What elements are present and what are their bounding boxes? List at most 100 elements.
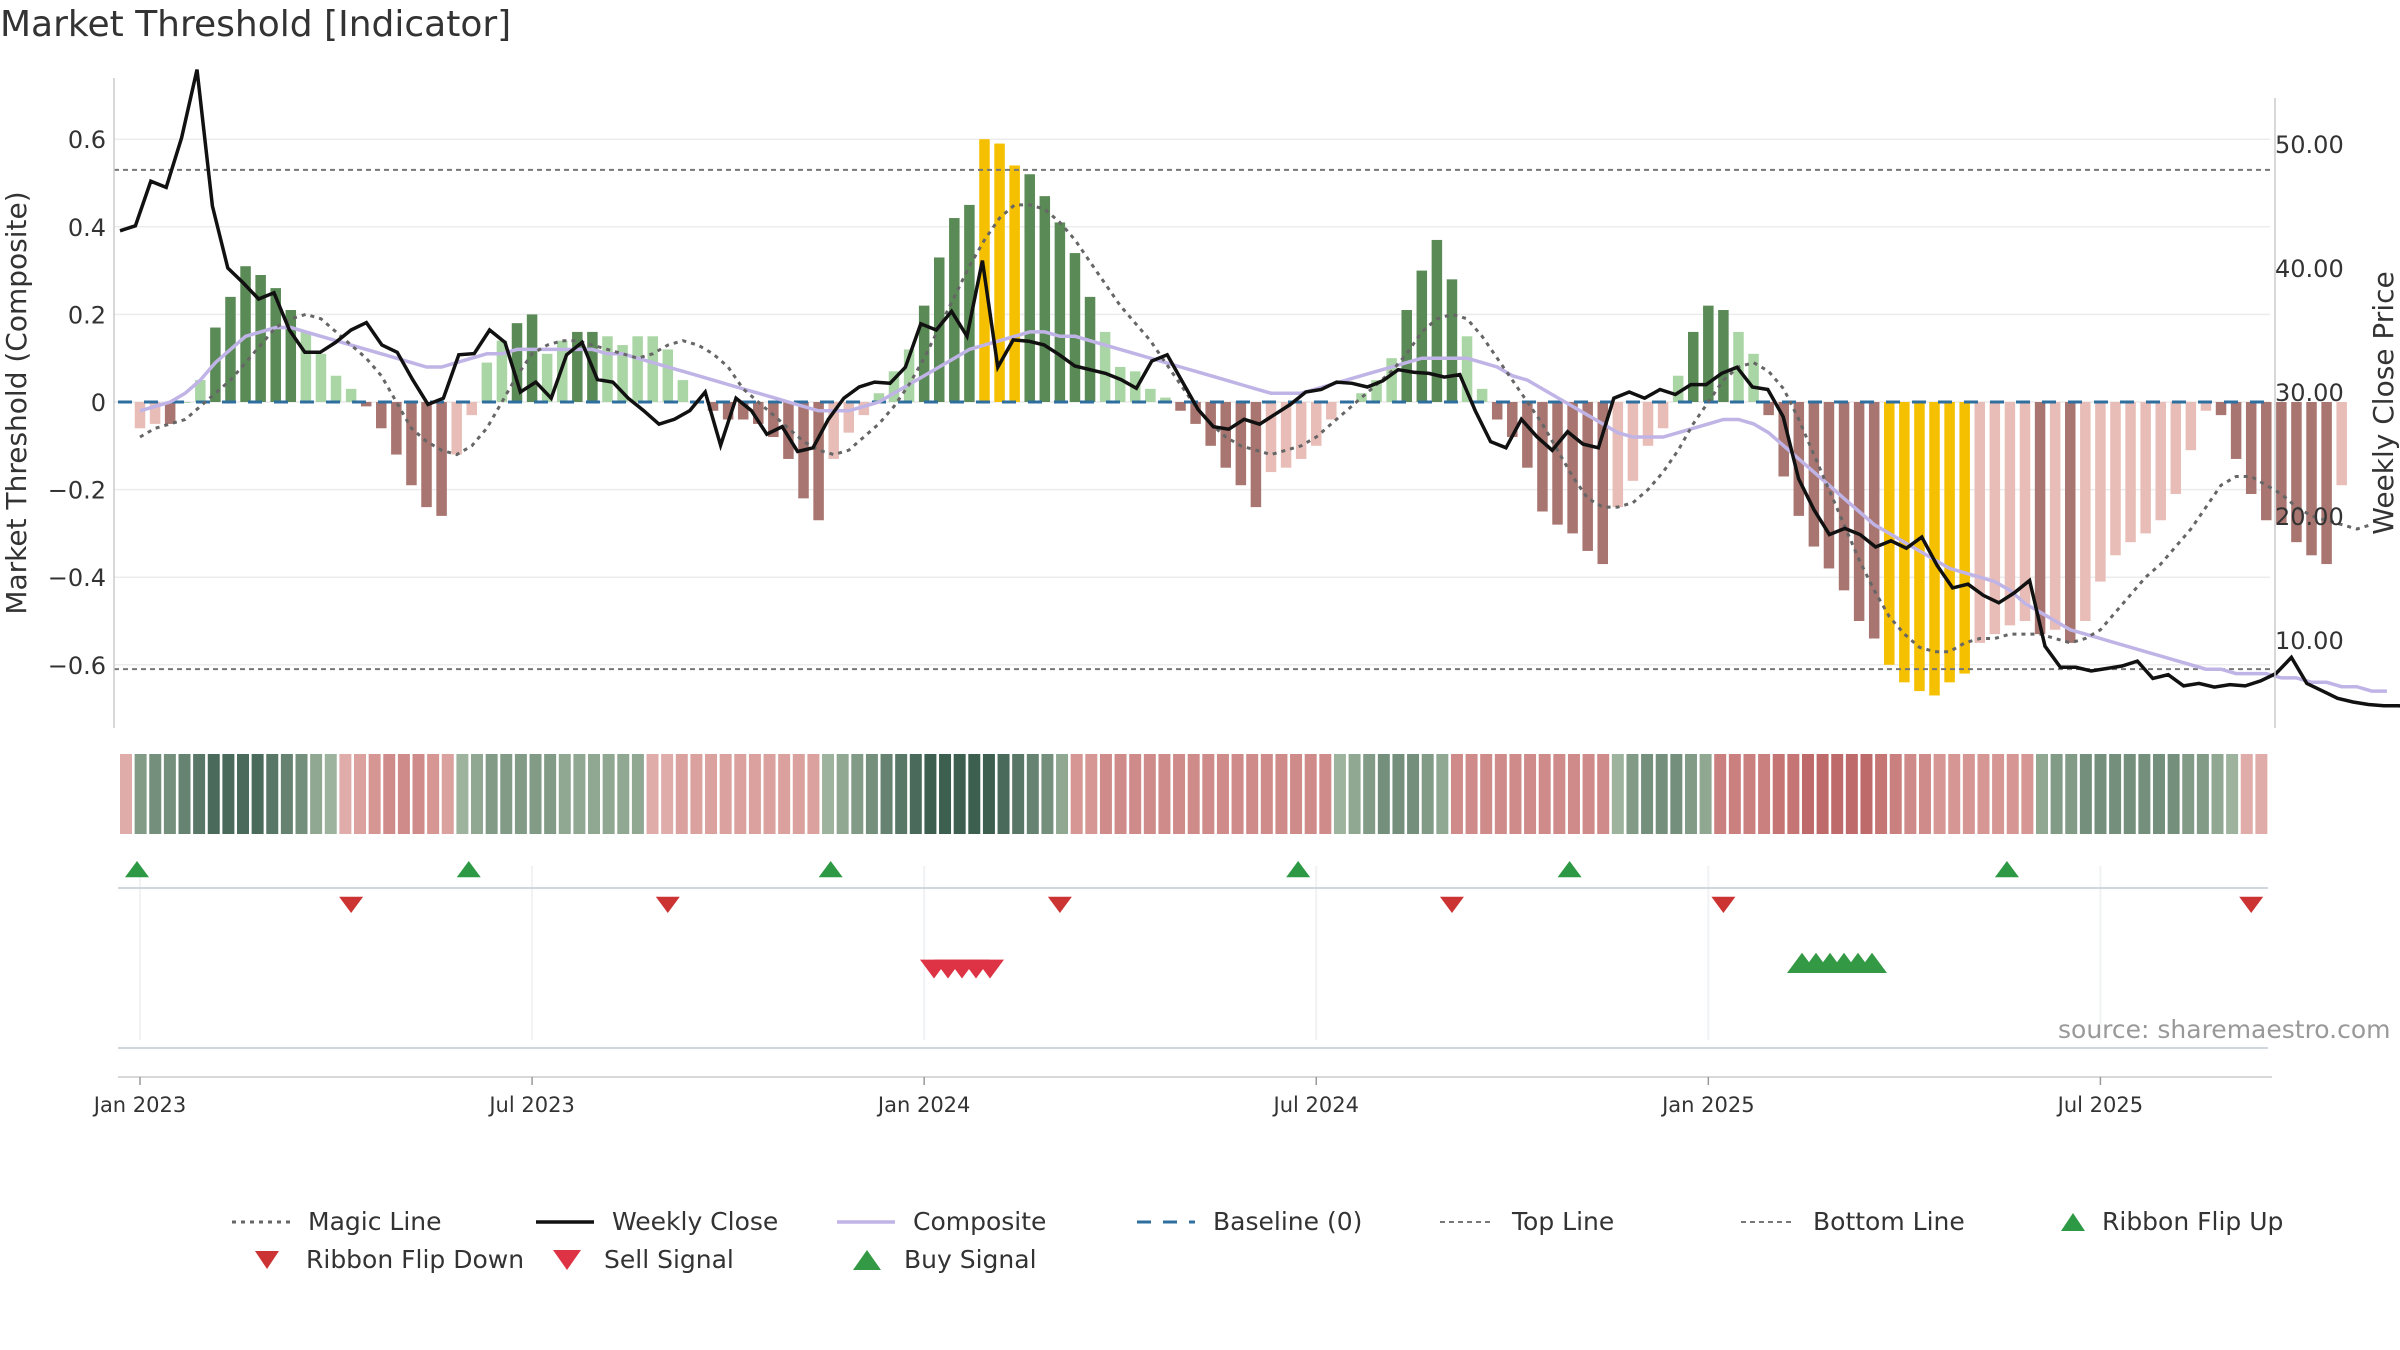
ribbon-cell [1158, 754, 1171, 834]
ribbon-cell [778, 754, 791, 834]
ribbon-cell [1977, 754, 1990, 834]
composite-bar [1235, 402, 1247, 486]
composite-bar [149, 402, 161, 424]
ribbon-cell [2065, 754, 2078, 834]
ribbon-cell [631, 754, 644, 834]
signal-markers [118, 861, 2268, 1049]
composite-bar [602, 336, 613, 402]
ribbon-cell [690, 754, 703, 834]
composite-bar [360, 402, 372, 407]
composite-bar [949, 218, 960, 402]
ribbon-cell [2021, 754, 2034, 834]
ribbon-cell [1290, 754, 1303, 834]
composite-bar [1190, 402, 1201, 424]
ribbon-cell [193, 754, 206, 834]
composite-bar [481, 362, 493, 402]
ribbon-cell [1787, 754, 1800, 834]
legend: Magic Line Weekly Close Composite Baseli… [0, 1195, 2400, 1275]
ribbon-cell [1524, 754, 1537, 834]
ribbon-cell [1772, 754, 1785, 834]
ribbon-cell [324, 754, 337, 834]
ribbon-cell [2196, 754, 2209, 834]
composite-bar [2306, 402, 2317, 556]
source-note: source: sharemaestro.com [2058, 1015, 2391, 1044]
composite-bar [2291, 402, 2302, 543]
composite-bar [179, 402, 191, 403]
left-tick-label: 0.2 [68, 301, 106, 329]
ribbon-cell [237, 754, 249, 834]
x-tick-label: Jan 2025 [1660, 1093, 1755, 1117]
ribbon-cell [251, 754, 264, 834]
legend-label: Weekly Close [612, 1207, 779, 1236]
ribbon-cell [1538, 754, 1551, 834]
ribbon-flip-up-marker [1994, 861, 2019, 878]
ribbon-flip-up-marker [1286, 861, 1311, 878]
composite-bar [1914, 402, 1925, 692]
legend-label: Top Line [1512, 1207, 1615, 1236]
composite-bar [1989, 402, 2001, 635]
composite-bar [1265, 402, 1277, 473]
ribbon-cell [1026, 754, 1039, 834]
composite-bar [2155, 402, 2166, 521]
composite-bar [1431, 239, 1443, 402]
composite-bar [2200, 402, 2212, 411]
ribbon-cell [222, 754, 235, 834]
ribbon-cell [163, 754, 176, 834]
ribbon-cell [982, 754, 995, 834]
composite-bar [1552, 402, 1563, 525]
ribbon-cell [822, 754, 835, 834]
ribbon-cell [661, 754, 674, 834]
composite-bar [1446, 279, 1458, 402]
composite-bar [1356, 393, 1367, 402]
composite-bar [1220, 402, 1232, 468]
ribbon-cell [924, 754, 937, 834]
weekly-close-swatch [536, 1219, 594, 1224]
right-tick-label: 10.00 [2275, 627, 2344, 655]
ribbon-cell [266, 754, 279, 834]
ribbon-cell [1070, 754, 1083, 834]
composite-bar [2276, 402, 2287, 525]
legend-top-line: Top Line [1440, 1207, 1614, 1236]
ribbon-cell [1202, 754, 1215, 834]
composite-bar [1778, 402, 1789, 477]
ribbon-cell [646, 754, 659, 834]
composite-bar [1959, 402, 1970, 674]
ribbon-cell [1041, 754, 1054, 834]
ribbon-cell [1567, 754, 1580, 834]
ribbon-cell [617, 754, 630, 834]
legend-bottom-line: Bottom Line [1741, 1207, 1965, 1236]
axes: 0.6 0.4 0.2 0 −0.2 −0.4 −0.6 50.00 40.00 30.00 20.… [0, 78, 2400, 728]
ribbon-cell [1582, 754, 1595, 834]
buy-signal-marker [1857, 952, 1887, 973]
ribbon-cell [1465, 754, 1478, 834]
composite-bar [1280, 402, 1292, 468]
composite-bar [1522, 402, 1533, 468]
composite-bar [994, 143, 1005, 402]
magic-line [139, 203, 2373, 654]
composite-bar [1491, 402, 1503, 420]
composite-bar [330, 375, 342, 402]
composite-bar [1687, 331, 1699, 402]
ribbon-cell [1699, 754, 1712, 834]
composite-bar [1974, 402, 1986, 643]
ribbon-cell [339, 754, 352, 834]
ribbon-cell [1056, 754, 1069, 834]
ribbon-cell [1246, 754, 1259, 834]
left-tick-label: −0.2 [48, 477, 106, 505]
ribbon-cell [1714, 754, 1727, 834]
triangle-down-icon [553, 1249, 581, 1270]
ribbon-cell [953, 754, 966, 834]
composite-bar [285, 310, 297, 402]
legend-label: Baseline (0) [1213, 1207, 1363, 1236]
ribbon-cell [588, 754, 601, 834]
legend-label: Buy Signal [904, 1245, 1037, 1274]
triangle-up-icon [853, 1249, 881, 1270]
legend-buy-signal: Buy Signal [852, 1245, 1037, 1274]
composite-bar [1069, 253, 1081, 402]
chart-title: Market Threshold [Indicator] [0, 4, 512, 45]
top-line-swatch [1440, 1220, 1494, 1223]
composite-bar [1537, 402, 1548, 512]
composite-bar [1672, 375, 1684, 402]
composite-bar [662, 349, 674, 402]
composite-bar [2336, 402, 2347, 486]
